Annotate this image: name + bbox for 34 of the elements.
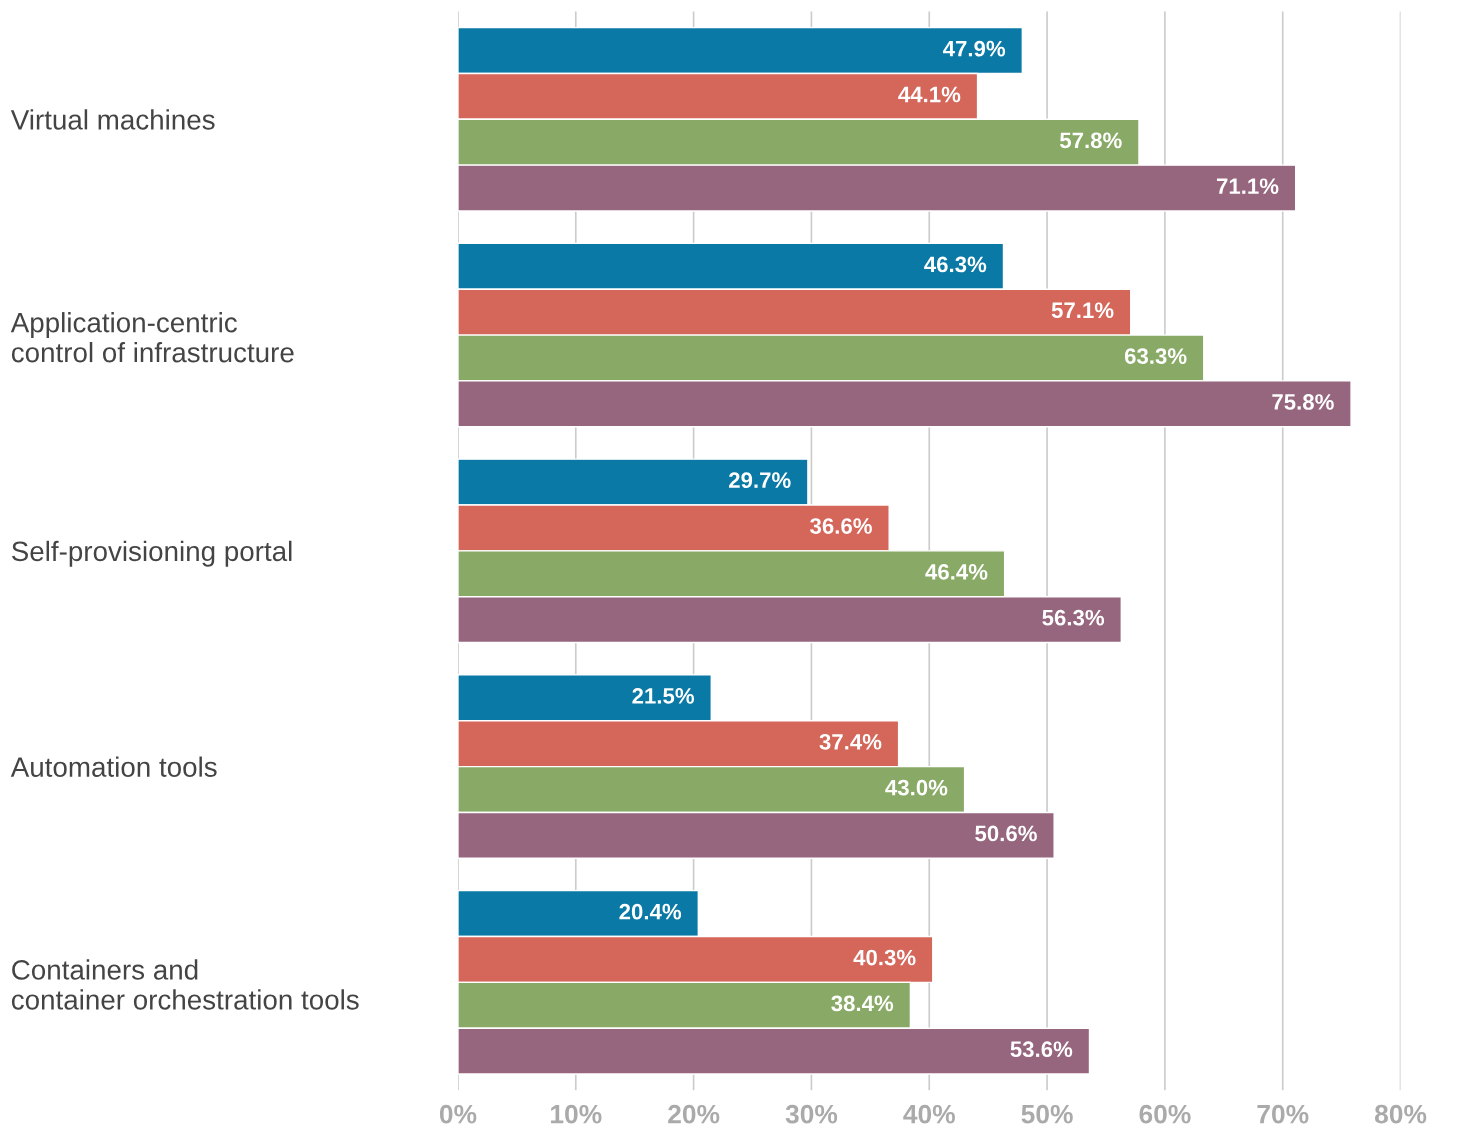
data-label: 43.0% (885, 779, 948, 796)
data-label: 21.5% (632, 688, 695, 704)
data-label: 75.8% (1272, 394, 1334, 410)
data-label: 71.1% (1216, 178, 1279, 195)
data-label: 57.8% (1059, 132, 1122, 149)
y-tick-label: Automation tools (10, 756, 217, 777)
x-tick-label: 30% (785, 1104, 838, 1124)
data-label: 63.3% (1124, 348, 1187, 364)
x-tick-label: 0% (439, 1104, 477, 1124)
x-tick-label: 60% (1139, 1104, 1191, 1124)
data-label: 56.3% (1042, 609, 1105, 626)
data-label: 29.7% (728, 472, 791, 489)
data-label: 46.3% (924, 256, 987, 273)
data-label: 20.4% (619, 903, 682, 920)
data-label: 46.4% (925, 563, 988, 580)
data-label: 38.4% (831, 995, 894, 1012)
data-label: 53.6% (1010, 1041, 1073, 1058)
x-tick-label: 50% (1021, 1104, 1073, 1124)
data-label: 50.6% (975, 825, 1037, 842)
y-tick-label: Self-provisioning portal (12, 540, 292, 567)
x-tick-label: 80% (1374, 1104, 1427, 1124)
data-label: 47.9% (942, 40, 1006, 57)
y-tick-label: Virtual machines (10, 109, 215, 130)
y-tick-label: Application-centric control of infrastructure (10, 312, 294, 363)
x-tick-label: 40% (903, 1104, 955, 1124)
data-label: 40.3% (853, 949, 916, 966)
y-tick-label: Containers and container orchestration tools (11, 959, 359, 1010)
data-label: 36.6% (810, 518, 872, 534)
data-label: 57.1% (1051, 302, 1114, 319)
x-tick-label: 10% (551, 1104, 602, 1124)
x-tick-label: 20% (668, 1104, 720, 1124)
data-label: 44.1% (898, 86, 961, 103)
x-tick-label: 70% (1257, 1104, 1309, 1124)
data-label: 37.4% (819, 733, 882, 750)
